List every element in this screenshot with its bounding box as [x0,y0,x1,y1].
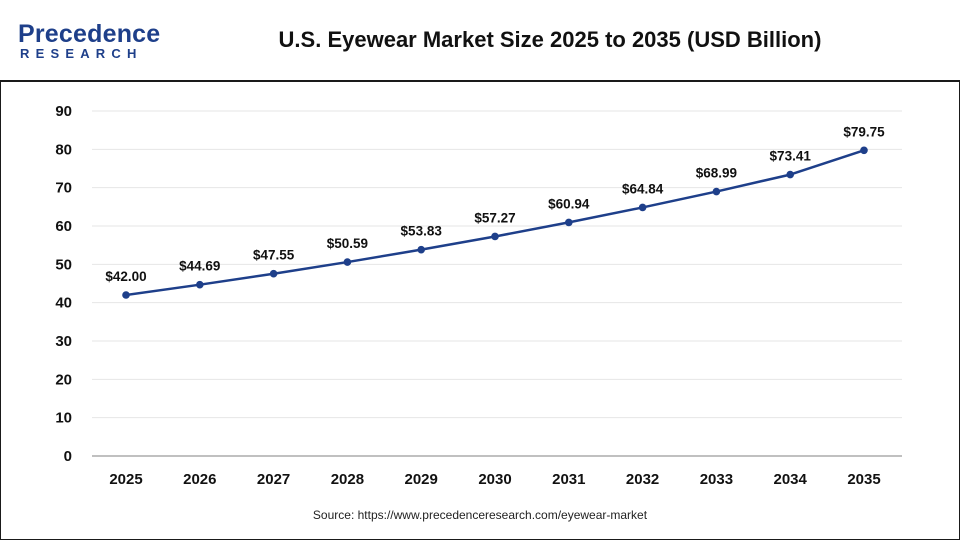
header: Precedence RESEARCH U.S. Eyewear Market … [0,0,960,82]
data-label: $42.00 [105,269,146,284]
x-tick-label: 2026 [183,471,216,488]
data-label: $57.27 [474,210,515,225]
y-tick-label: 0 [64,448,72,465]
data-label: $73.41 [770,149,812,164]
data-label: $60.94 [548,196,590,211]
data-point [786,170,794,179]
data-label: $53.83 [401,224,443,239]
x-tick-label: 2029 [405,471,438,488]
x-tick-label: 2025 [109,471,142,488]
y-tick-label: 50 [55,256,72,273]
y-tick-label: 30 [55,333,72,350]
y-tick-label: 90 [55,103,72,120]
chart-title: U.S. Eyewear Market Size 2025 to 2035 (U… [278,27,822,52]
x-tick-label: 2031 [552,471,585,488]
data-point [712,187,721,196]
data-label: $44.69 [179,259,220,274]
data-label: $68.99 [696,166,737,181]
x-tick-label: 2034 [774,471,808,488]
data-point [343,258,352,266]
source-note: Source: https://www.precedenceresearch.c… [312,508,648,522]
data-point [122,291,130,299]
x-tick-label: 2028 [331,471,364,488]
y-tick-label: 70 [55,180,72,197]
brand-subname: RESEARCH [20,46,143,61]
x-tick-label: 2033 [700,471,733,488]
data-label: $50.59 [327,236,368,251]
data-label: $79.75 [843,124,885,139]
y-tick-label: 20 [55,371,72,388]
data-point [196,280,204,289]
data-point [269,269,278,278]
data-label: $64.84 [622,181,664,196]
data-point [417,245,426,254]
x-tick-label: 2032 [626,471,659,488]
x-tick-label: 2030 [478,471,511,488]
data-point [565,218,573,227]
data-point [491,232,499,241]
y-tick-label: 60 [55,218,72,235]
brand-name: Precedence [18,20,161,48]
brand-logo: Precedence RESEARCH [18,20,168,66]
y-tick-label: 40 [55,295,72,312]
data-label: $47.55 [253,248,295,263]
y-tick-label: 80 [55,141,72,158]
data-point [860,146,868,155]
x-tick-label: 2035 [847,471,880,488]
data-point [638,203,647,212]
x-tick-label: 2027 [257,471,290,488]
y-tick-label: 10 [55,410,72,427]
